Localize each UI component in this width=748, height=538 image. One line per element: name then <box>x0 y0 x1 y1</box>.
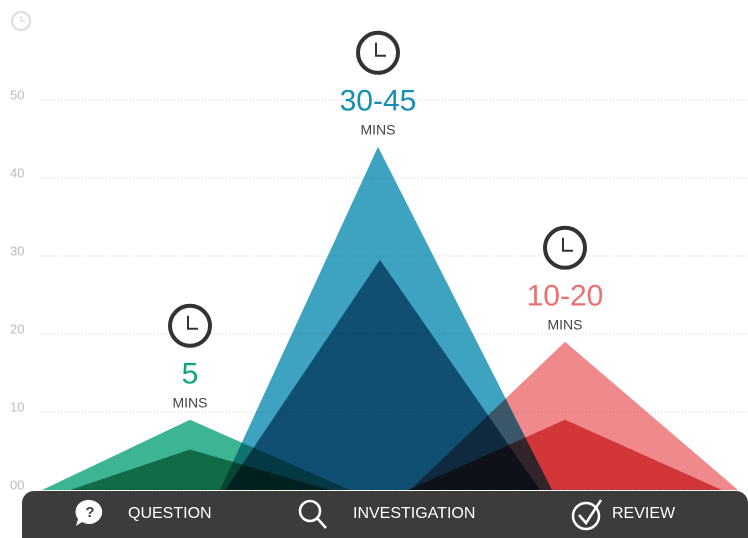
search-icon <box>298 499 327 529</box>
clock-hands <box>187 315 198 330</box>
y-tick-label: 20 <box>10 321 24 336</box>
question-icon: ? <box>75 499 103 526</box>
y-tick-label: 40 <box>10 165 24 180</box>
mountain <box>408 419 722 490</box>
clock-icon <box>543 225 587 270</box>
y-tick-label: 50 <box>10 87 24 102</box>
nav-investigation[interactable]: INVESTIGATION <box>353 505 475 522</box>
unit-label: MINS <box>173 395 208 411</box>
clock-hands <box>562 237 573 252</box>
unit-label: MINS <box>548 317 583 333</box>
mountain <box>225 259 540 490</box>
y-tick-label: 30 <box>10 243 24 258</box>
peak-label: 5 <box>182 358 199 391</box>
clock-icon <box>356 30 400 75</box>
y-tick-label: 10 <box>10 399 24 414</box>
clock-hands <box>375 42 386 57</box>
clock-icon <box>168 303 212 348</box>
svg-text:?: ? <box>85 504 94 521</box>
nav-bar <box>22 491 748 538</box>
peak-label: 30-45 <box>340 85 417 118</box>
check-icon <box>571 499 603 531</box>
nav-question[interactable]: QUESTION <box>128 505 212 522</box>
y-tick-label: 00 <box>10 477 24 492</box>
unit-label: MINS <box>361 122 396 138</box>
peak-label: 10-20 <box>527 280 604 313</box>
corner-clock <box>11 11 31 31</box>
nav-review[interactable]: REVIEW <box>612 505 676 522</box>
